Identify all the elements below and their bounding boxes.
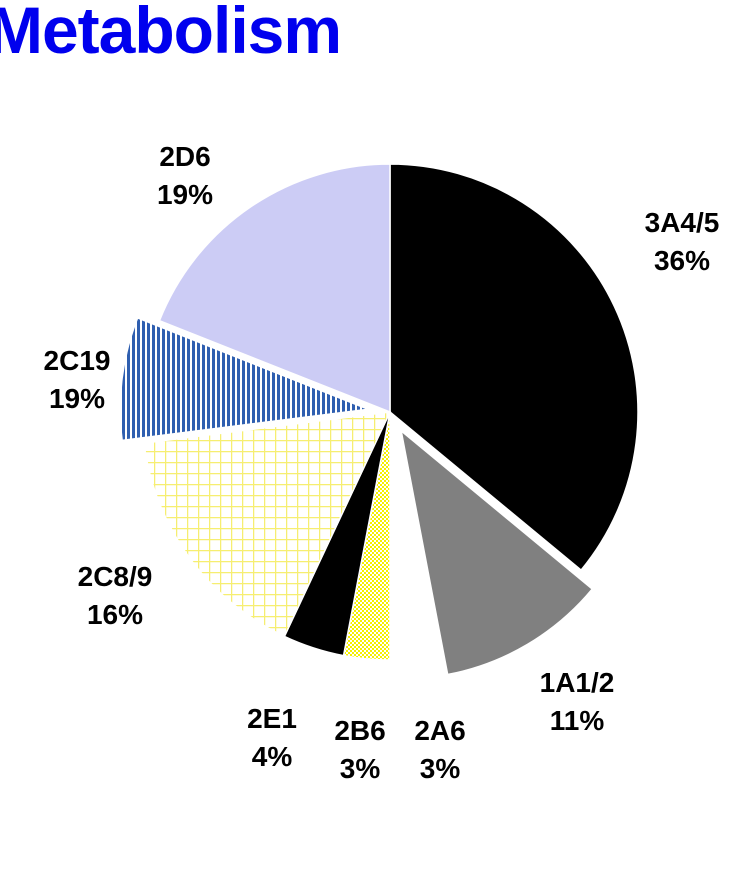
pie-slice-3a45 xyxy=(389,163,639,572)
pie-slices xyxy=(119,163,639,676)
slice-labels: 3A4/5 36% 1A1/2 11% 2A6 3% 2B6 3% 2E1 4% 2C8/9 16% 2… xyxy=(44,141,720,784)
pie-slice-2c89 xyxy=(143,411,392,638)
slice-label-2a6: 2A6 3% xyxy=(414,715,465,784)
slice-label-2c89: 2C8/9 16% xyxy=(78,561,153,630)
slice-label-2d6: 2D6 19% xyxy=(157,141,213,210)
pie-slice-2d6 xyxy=(158,163,391,414)
slice-label-3a45: 3A4/5 36% xyxy=(645,207,720,276)
page-title: Metabolism xyxy=(0,0,342,67)
slice-label-1a12: 1A1/2 11% xyxy=(540,667,615,736)
slice-label-2b6: 2B6 3% xyxy=(334,715,385,784)
pie-slice-2c19 xyxy=(119,316,369,442)
slice-label-2c19: 2C19 19% xyxy=(44,345,111,414)
pie-slice-1a12 xyxy=(400,429,594,676)
slice-label-2e1: 2E1 4% xyxy=(247,703,297,772)
